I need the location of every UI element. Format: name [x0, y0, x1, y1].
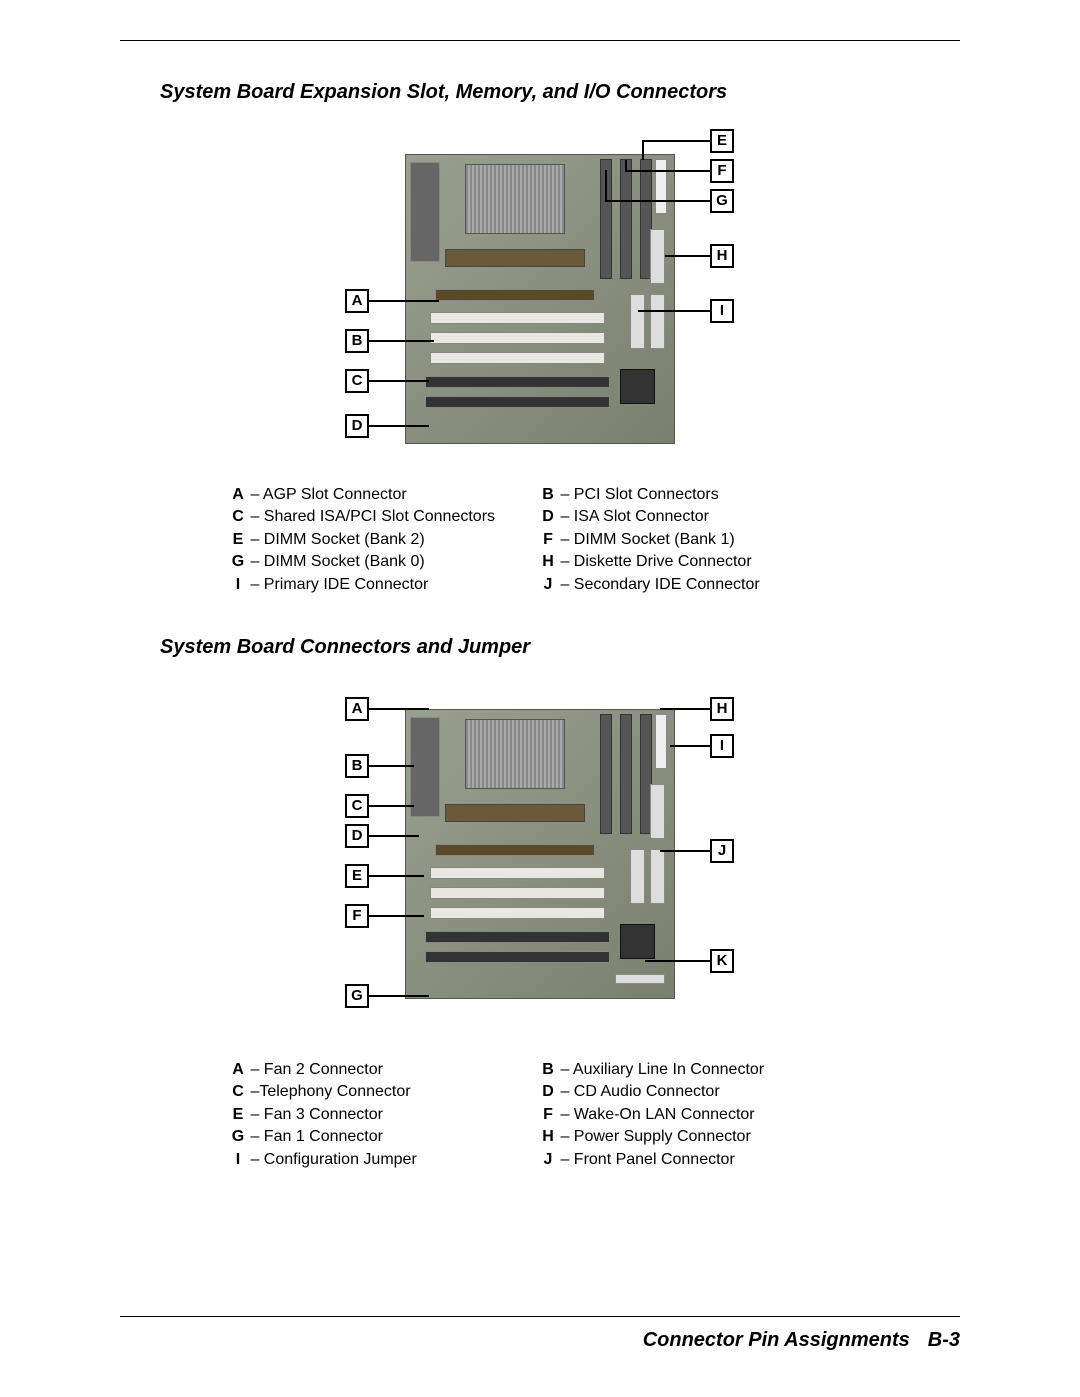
legend-item: B – Auxiliary Line In Connector: [540, 1059, 850, 1081]
callout-g: G: [345, 984, 369, 1008]
legend-1: A – AGP Slot Connector B – PCI Slot Conn…: [230, 484, 850, 596]
legend-item: G – Fan 1 Connector: [230, 1126, 540, 1148]
page-footer: Connector Pin Assignments B-3: [643, 1329, 960, 1352]
callout-h: H: [710, 697, 734, 721]
legend-item: B – PCI Slot Connectors: [540, 484, 850, 506]
callout-f: F: [710, 159, 734, 183]
callout-g: G: [710, 189, 734, 213]
callout-i: I: [710, 299, 734, 323]
legend-item: H – Power Supply Connector: [540, 1126, 850, 1148]
callout-d: D: [345, 414, 369, 438]
callout-h: H: [710, 244, 734, 268]
callout-e: E: [710, 129, 734, 153]
legend-item: J – Front Panel Connector: [540, 1149, 850, 1171]
legend-2: A – Fan 2 Connector B – Auxiliary Line I…: [230, 1059, 850, 1171]
legend-item: J – Secondary IDE Connector: [540, 574, 850, 596]
legend-item: E – Fan 3 Connector: [230, 1104, 540, 1126]
legend-item: G – DIMM Socket (Bank 0): [230, 551, 540, 573]
callout-f: F: [345, 904, 369, 928]
callout-e: E: [345, 864, 369, 888]
legend-item: I – Primary IDE Connector: [230, 574, 540, 596]
top-rule: [120, 40, 960, 41]
callout-k: K: [710, 949, 734, 973]
legend-item: A – AGP Slot Connector: [230, 484, 540, 506]
legend-item: H – Diskette Drive Connector: [540, 551, 850, 573]
footer-title: Connector Pin Assignments: [643, 1329, 910, 1351]
legend-item: I – Configuration Jumper: [230, 1149, 540, 1171]
diagram-2: A B C D E F G H I J K: [290, 679, 790, 1039]
motherboard-illustration-2: [405, 699, 675, 999]
legend-item: F – DIMM Socket (Bank 1): [540, 529, 850, 551]
legend-item: C –Telephony Connector: [230, 1081, 540, 1103]
legend-item: F – Wake-On LAN Connector: [540, 1104, 850, 1126]
callout-i: I: [710, 734, 734, 758]
legend-item: D – ISA Slot Connector: [540, 506, 850, 528]
callout-c: C: [345, 794, 369, 818]
bottom-rule: [120, 1316, 960, 1317]
section1-title: System Board Expansion Slot, Memory, and…: [160, 81, 960, 104]
diagram-1: A B C D E F G H I: [290, 124, 790, 464]
callout-b: B: [345, 329, 369, 353]
legend-item: C – Shared ISA/PCI Slot Connectors: [230, 506, 540, 528]
callout-j: J: [710, 839, 734, 863]
footer-page-number: B-3: [928, 1329, 960, 1351]
legend-item: E – DIMM Socket (Bank 2): [230, 529, 540, 551]
callout-a: A: [345, 289, 369, 313]
callout-c: C: [345, 369, 369, 393]
legend-item: A – Fan 2 Connector: [230, 1059, 540, 1081]
section2-title: System Board Connectors and Jumper: [160, 636, 960, 659]
callout-b: B: [345, 754, 369, 778]
motherboard-illustration-1: [405, 144, 675, 444]
callout-a: A: [345, 697, 369, 721]
callout-d: D: [345, 824, 369, 848]
legend-item: D – CD Audio Connector: [540, 1081, 850, 1103]
